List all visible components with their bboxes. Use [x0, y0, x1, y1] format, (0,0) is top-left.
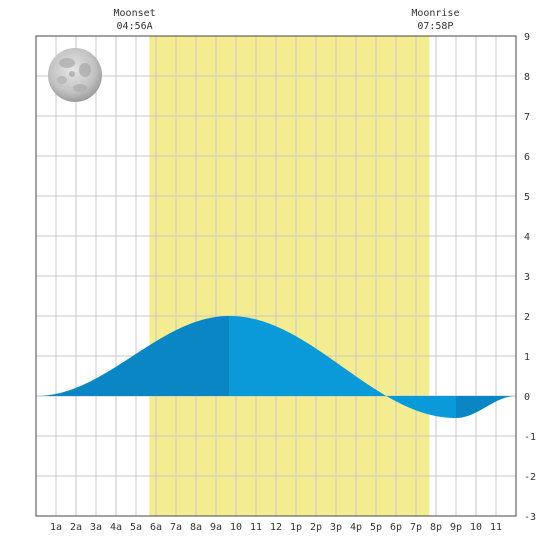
y-tick-label: 0 — [524, 392, 530, 403]
x-tick-label: 5p — [370, 522, 382, 533]
x-tick-label: 4p — [350, 522, 362, 533]
grid — [36, 36, 516, 516]
full-moon-icon — [48, 48, 102, 102]
x-tick-label: 11 — [250, 522, 262, 533]
x-tick-label: 6a — [150, 522, 162, 533]
y-tick-label: 8 — [524, 72, 530, 83]
x-tick-label: 3a — [90, 522, 102, 533]
x-tick-label: 6p — [390, 522, 402, 533]
y-tick-label: 5 — [524, 192, 530, 203]
x-tick-label: 2p — [310, 522, 322, 533]
x-tick-label: 8a — [190, 522, 202, 533]
tide-rising-segment — [36, 316, 230, 396]
x-tick-label: 5a — [130, 522, 142, 533]
x-tick-label: 1a — [50, 522, 62, 533]
x-tick-label: 9p — [450, 522, 462, 533]
y-tick-label: 9 — [524, 32, 530, 43]
moon-events: Moonset 04:56A Moonrise 07:58P — [114, 8, 460, 32]
x-tick-label: 7p — [410, 522, 422, 533]
tide-area — [36, 316, 516, 418]
x-tick-label: 2a — [70, 522, 82, 533]
x-tick-label: 11 — [490, 522, 502, 533]
moon-event-name: Moonrise — [411, 8, 459, 19]
x-tick-label: 10 — [470, 522, 482, 533]
plot-frame — [35, 35, 517, 517]
x-tick-label: 1p — [290, 522, 302, 533]
moon-event-time: 04:56A — [117, 21, 153, 32]
y-tick-label: 7 — [524, 112, 530, 123]
y-tick-label: 3 — [524, 272, 530, 283]
y-tick-label: 4 — [524, 232, 530, 243]
x-tick-label: 8p — [430, 522, 442, 533]
y-tick-label: 2 — [524, 312, 530, 323]
tide-falling-segment — [229, 316, 456, 418]
y-tick-label: -1 — [524, 432, 536, 443]
moon-event-name: Moonset — [114, 8, 156, 19]
y-tick-label: 1 — [524, 352, 530, 363]
tide-rising-segment — [456, 396, 516, 418]
moon-event-time: 07:58P — [417, 21, 453, 32]
x-tick-label: 4a — [110, 522, 122, 533]
x-tick-label: 3p — [330, 522, 342, 533]
y-tick-label: -3 — [524, 512, 536, 523]
x-tick-label: 9a — [210, 522, 222, 533]
x-tick-label: 12 — [270, 522, 282, 533]
y-tick-label: -2 — [524, 472, 536, 483]
x-tick-label: 7a — [170, 522, 182, 533]
x-axis: 1a 2a 3a 4a 5a 6a 7a 8a 9a 10 11 12 1p 2p 3p 4p 5p 6p 7p 8p… — [50, 522, 502, 533]
x-tick-label: 10 — [230, 522, 242, 533]
y-axis: 9 8 7 6 5 4 3 2 1 0 -1 -2 -3 — [524, 32, 536, 523]
y-tick-label: 6 — [524, 152, 530, 163]
